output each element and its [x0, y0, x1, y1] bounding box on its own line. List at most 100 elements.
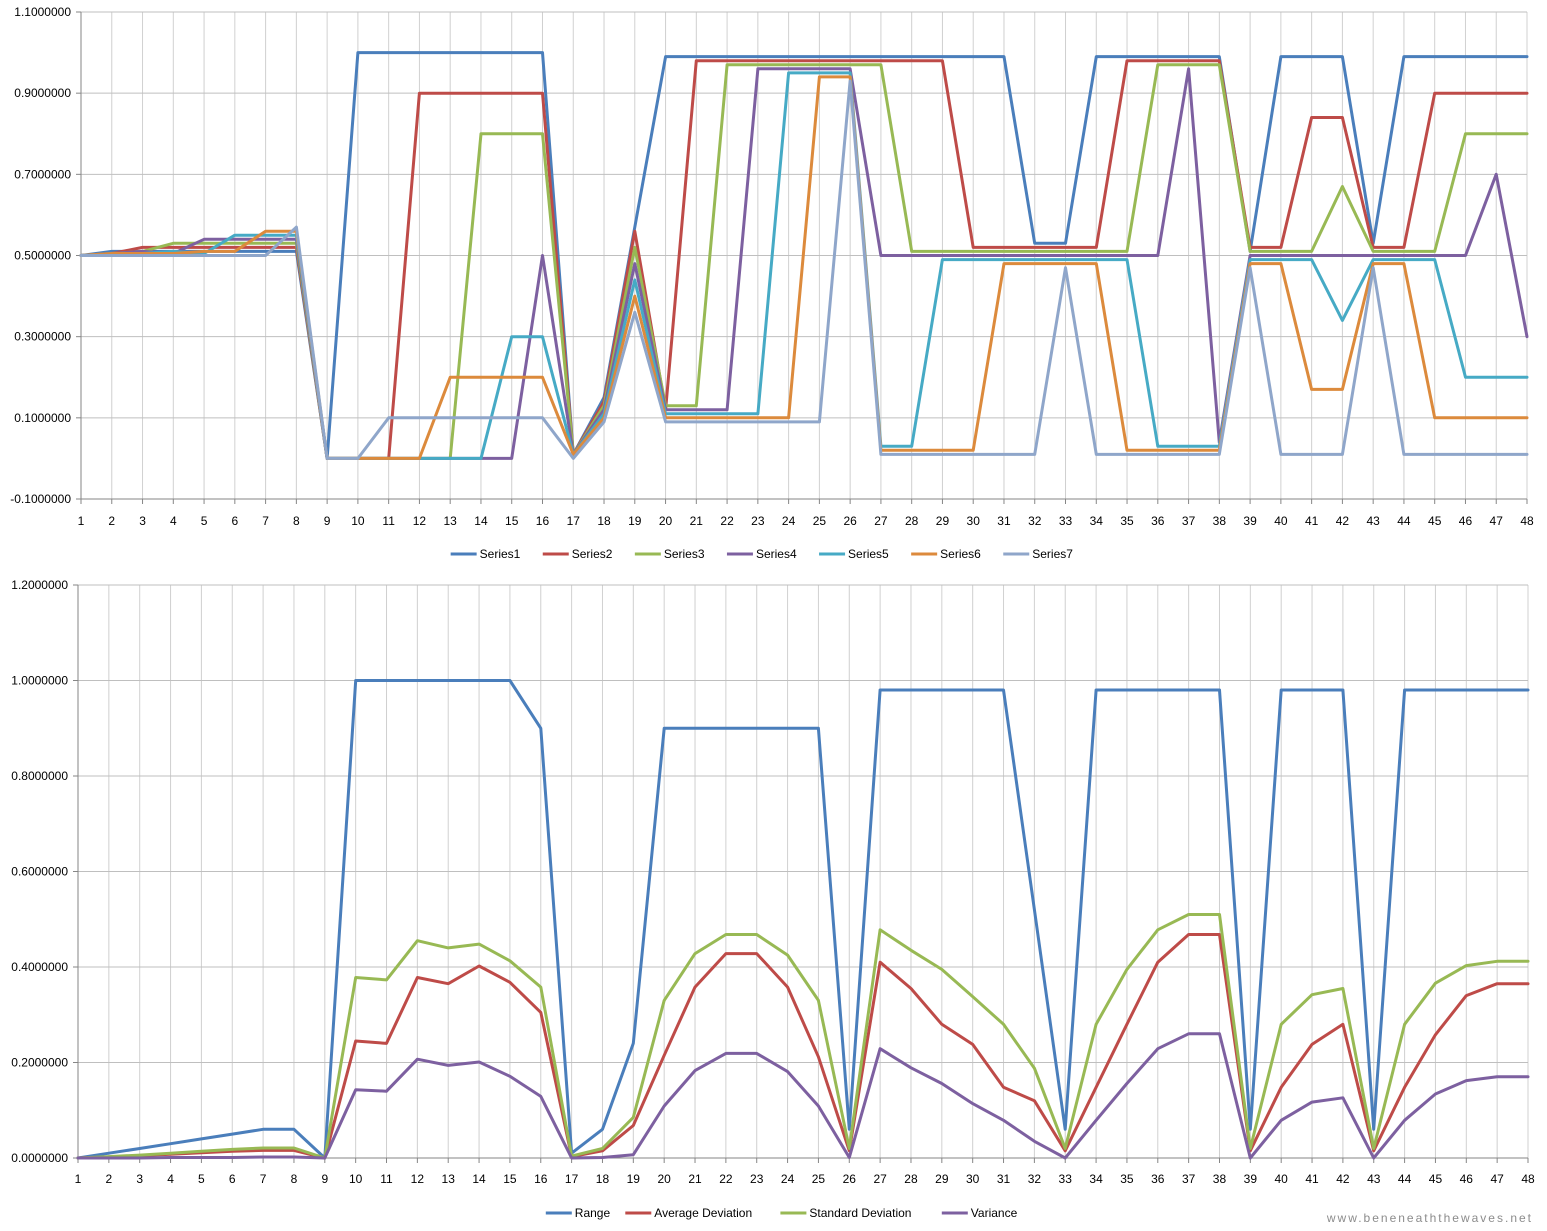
x-tick-label: 1: [75, 1172, 82, 1186]
x-tick-label: 23: [751, 514, 765, 528]
horizontal-gridlines: 0.0000000 0.2000000 0.4000000 0.6000000 0.80…: [11, 578, 1528, 1165]
x-tick-label: 33: [1059, 1172, 1073, 1186]
x-tick-label: 19: [627, 1172, 641, 1186]
y-tick-label: 0.2000000: [11, 1056, 68, 1070]
x-tick-label: 19: [628, 514, 642, 528]
legend-label: Series7: [1032, 547, 1073, 561]
x-tick-label: 40: [1274, 514, 1288, 528]
x-tick-label: 43: [1367, 1172, 1381, 1186]
x-tick-label: 23: [750, 1172, 764, 1186]
x-tick-label: 4: [167, 1172, 174, 1186]
x-tick-label: 10: [349, 1172, 363, 1186]
x-tick-label: 24: [782, 514, 796, 528]
x-tick-label: 29: [936, 514, 950, 528]
x-tick-labels: 1 2 3 4 5 6 7 8 9 10 11 12 13 14 15 16 17 18 19 20 21 22 23 24 2…: [75, 1158, 1535, 1186]
x-tick-label: 39: [1244, 1172, 1258, 1186]
x-tick-label: 36: [1151, 514, 1165, 528]
x-tick-label: 20: [657, 1172, 671, 1186]
x-tick-label: 37: [1182, 1172, 1196, 1186]
x-tick-label: 6: [231, 514, 238, 528]
x-tick-label: 41: [1305, 1172, 1319, 1186]
x-tick-label: 34: [1090, 514, 1104, 528]
watermark-text: www.beneneaththewaves.net: [1326, 1211, 1533, 1225]
y-tick-label: 0.8000000: [11, 769, 68, 783]
x-tick-label: 5: [201, 514, 208, 528]
x-tick-label: 27: [873, 1172, 887, 1186]
x-tick-label: 14: [474, 514, 488, 528]
x-tick-label: 5: [198, 1172, 205, 1186]
x-tick-label: 45: [1428, 514, 1442, 528]
x-tick-label: 8: [293, 514, 300, 528]
x-tick-label: 44: [1398, 1172, 1412, 1186]
x-tick-label: 15: [505, 514, 519, 528]
legend-label: Series6: [940, 547, 981, 561]
x-tick-label: 17: [567, 514, 581, 528]
x-tick-label: 25: [813, 514, 827, 528]
x-tick-label: 25: [812, 1172, 826, 1186]
x-tick-label: 22: [720, 514, 734, 528]
series-line-average-deviation: [76, 933, 1530, 1160]
x-tick-label: 4: [170, 514, 177, 528]
series-line-standard-deviation: [76, 913, 1530, 1160]
legend-label: Series3: [664, 547, 705, 561]
y-tick-label: 0.5000000: [14, 249, 71, 263]
y-tick-label: 1.0000000: [11, 674, 68, 688]
y-tick-label: 0.9000000: [14, 86, 71, 100]
x-tick-label: 44: [1397, 514, 1411, 528]
x-tick-label: 20: [659, 514, 673, 528]
x-tick-label: 21: [688, 1172, 702, 1186]
x-tick-label: 38: [1213, 514, 1227, 528]
x-tick-label: 10: [351, 514, 365, 528]
y-tick-label: 0.3000000: [14, 330, 71, 344]
x-tick-label: 36: [1151, 1172, 1165, 1186]
x-tick-label: 13: [442, 1172, 456, 1186]
x-tick-label: 37: [1182, 514, 1196, 528]
legend-label: Standard Deviation: [809, 1206, 911, 1220]
y-tick-label: 0.0000000: [11, 1151, 68, 1165]
y-tick-label: 0.4000000: [11, 960, 68, 974]
x-tick-label: 1: [78, 514, 85, 528]
x-tick-label: 16: [534, 1172, 548, 1186]
y-tick-label: 0.7000000: [14, 167, 71, 181]
x-tick-label: 14: [472, 1172, 486, 1186]
x-tick-label: 46: [1459, 514, 1473, 528]
x-tick-label: 21: [690, 514, 704, 528]
x-tick-label: 30: [967, 514, 981, 528]
x-tick-label: 22: [719, 1172, 733, 1186]
x-tick-label: 12: [413, 514, 427, 528]
legend-label: Series4: [756, 547, 797, 561]
x-tick-label: 42: [1336, 1172, 1350, 1186]
x-tick-label: 15: [503, 1172, 517, 1186]
legend-label: Series1: [480, 547, 521, 561]
x-tick-label: 16: [536, 514, 550, 528]
x-tick-label: 43: [1366, 514, 1380, 528]
x-tick-label: 38: [1213, 1172, 1227, 1186]
legend-label: Variance: [971, 1206, 1018, 1220]
x-tick-label: 17: [565, 1172, 579, 1186]
series-line-series7: [79, 79, 1529, 460]
x-tick-label: 31: [997, 514, 1011, 528]
x-tick-label: 28: [905, 514, 919, 528]
x-tick-label: 13: [444, 514, 458, 528]
x-tick-label: 39: [1243, 514, 1257, 528]
series-line-range: [76, 679, 1530, 1160]
x-tick-label: 8: [291, 1172, 298, 1186]
x-tick-label: 46: [1460, 1172, 1474, 1186]
x-tick-label: 40: [1275, 1172, 1289, 1186]
legend-label: Range: [575, 1206, 611, 1220]
x-tick-label: 31: [997, 1172, 1011, 1186]
x-tick-label: 29: [935, 1172, 949, 1186]
x-tick-label: 7: [260, 1172, 267, 1186]
x-tick-label: 47: [1490, 1172, 1504, 1186]
x-tick-label: 7: [262, 514, 269, 528]
x-tick-label: 42: [1336, 514, 1350, 528]
x-tick-label: 12: [411, 1172, 425, 1186]
x-tick-label: 33: [1059, 514, 1073, 528]
x-tick-label: 18: [596, 1172, 610, 1186]
x-tick-label: 48: [1520, 514, 1534, 528]
x-tick-label: 2: [108, 514, 115, 528]
x-tick-label: 6: [229, 1172, 236, 1186]
y-tick-label: 0.6000000: [11, 865, 68, 879]
x-tick-label: 35: [1120, 514, 1134, 528]
y-tick-label: -0.1000000: [10, 492, 71, 506]
